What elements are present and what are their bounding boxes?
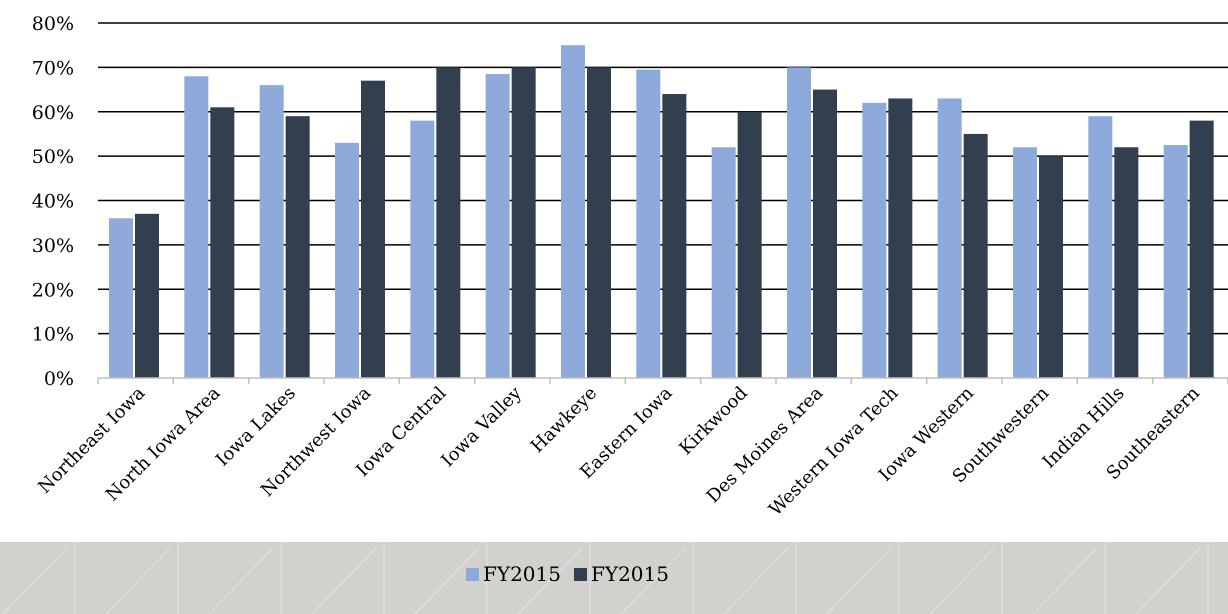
y-tick-label: 30% [32,235,74,257]
y-tick-label: 40% [32,191,74,213]
bar-series-1 [862,102,887,378]
bar-series-1 [259,85,284,378]
bar-series-2 [135,213,159,378]
bar-series-1 [787,67,811,378]
bar-series-1 [561,45,585,378]
y-tick-label: 50% [32,146,74,168]
bar-series-2 [813,89,837,378]
legend-band-diagonal [826,547,892,614]
bar-series-1 [485,74,510,378]
legend-band-background [0,542,1228,614]
legend-band-diagonal [2,547,68,614]
bar-series-1 [335,142,359,378]
legend-band-diagonal [1032,547,1098,614]
bar-series-1 [1013,147,1037,378]
bar-series-1 [1163,145,1188,378]
legend-band-diagonal [723,547,789,614]
bar-series-2 [587,67,611,378]
bar-series-2 [1189,120,1214,378]
y-axis-tick-labels: 0% 10% 20% 30% 40% 50% 60% 70% 80% [32,13,74,390]
legend-band-diagonal [311,547,377,614]
y-tick-label: 20% [32,279,74,301]
x-category-label: Kirkwood [675,383,752,460]
legend: FY2015 FY2015 [466,562,669,586]
legend-band-diagonal [1135,547,1201,614]
legend-band-diagonal [208,547,274,614]
bar-series-1 [410,120,435,378]
y-tick-label: 0% [44,368,74,390]
bar-series-2 [361,80,385,378]
bar-series-2 [285,116,310,378]
x-category-label: Iowa Valley [437,382,526,471]
bar-series-1 [109,218,133,378]
y-tick-label: 70% [32,57,74,79]
y-tick-label: 60% [32,102,74,124]
bar-series-1 [711,147,736,378]
bar-series-2 [1114,147,1139,378]
legend-band-diagonal [620,547,686,614]
legend-swatch-series-1 [466,568,479,581]
bar-series-2 [888,98,913,378]
bar-series-2 [511,67,536,378]
x-axis [97,377,1228,384]
bar-series-2 [963,133,988,378]
bar-series-2 [436,67,461,378]
legend-band-diagonal [517,547,583,614]
legend-label-series-2: FY2015 [591,562,669,586]
bar-series-1 [1088,116,1113,378]
legend-label-series-1: FY2015 [483,562,561,586]
bar-series-2 [662,94,687,378]
x-category-label: Western Iowa Tech [765,382,903,520]
bar-series-1 [184,76,209,378]
bar-series-1 [937,98,962,378]
bar-series-2 [1039,156,1063,378]
bar-series-1 [636,69,661,378]
legend-band-diagonal [929,547,995,614]
legend-swatch-series-2 [574,568,587,581]
x-category-label: Hawkeye [527,383,601,457]
bars [109,45,1214,378]
legend-band [0,542,1228,614]
y-tick-label: 10% [32,324,74,346]
legend-band-diagonal [414,547,480,614]
legend-band-diagonal [105,547,171,614]
y-tick-label: 80% [32,13,74,35]
bar-series-2 [737,111,762,378]
bar-series-2 [210,107,235,378]
